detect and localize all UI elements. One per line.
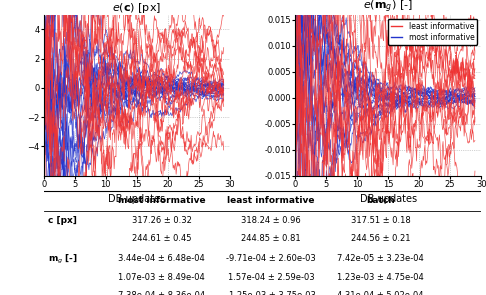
X-axis label: DB updates: DB updates	[360, 194, 417, 204]
Text: 7.38e-04 ± 8.36e-04: 7.38e-04 ± 8.36e-04	[118, 291, 206, 295]
Legend: least informative, most informative: least informative, most informative	[388, 19, 477, 45]
Text: 317.51 ± 0.18: 317.51 ± 0.18	[351, 216, 410, 225]
Text: 7.42e-05 ± 3.23e-04: 7.42e-05 ± 3.23e-04	[337, 255, 424, 263]
Text: 4.31e-04 ± 5.02e-04: 4.31e-04 ± 5.02e-04	[337, 291, 424, 295]
Text: 3.44e-04 ± 6.48e-04: 3.44e-04 ± 6.48e-04	[119, 255, 205, 263]
Text: least informative: least informative	[227, 196, 315, 205]
Text: most informative: most informative	[118, 196, 206, 205]
Text: 244.61 ± 0.45: 244.61 ± 0.45	[132, 234, 191, 243]
Text: -9.71e-04 ± 2.60e-03: -9.71e-04 ± 2.60e-03	[226, 255, 316, 263]
Text: 244.85 ± 0.81: 244.85 ± 0.81	[242, 234, 301, 243]
Text: 1.23e-03 ± 4.75e-04: 1.23e-03 ± 4.75e-04	[337, 273, 424, 281]
Text: 1.57e-04 ± 2.59e-03: 1.57e-04 ± 2.59e-03	[228, 273, 314, 281]
Text: batch: batch	[366, 196, 395, 205]
Text: 244.56 ± 0.21: 244.56 ± 0.21	[351, 234, 410, 243]
Text: 318.24 ± 0.96: 318.24 ± 0.96	[242, 216, 301, 225]
Text: $\mathbf{m}_g$ [-]: $\mathbf{m}_g$ [-]	[48, 253, 78, 266]
Text: 317.26 ± 0.32: 317.26 ± 0.32	[132, 216, 192, 225]
Text: c [px]: c [px]	[48, 216, 77, 225]
X-axis label: DB updates: DB updates	[108, 194, 165, 204]
Title: $e(\mathbf{m}_g)$ [-]: $e(\mathbf{m}_g)$ [-]	[363, 0, 413, 15]
Text: -1.25e-03 ± 3.75e-03: -1.25e-03 ± 3.75e-03	[226, 291, 316, 295]
Title: $e(\mathbf{c})$ [px]: $e(\mathbf{c})$ [px]	[112, 1, 161, 14]
Text: 1.07e-03 ± 8.49e-04: 1.07e-03 ± 8.49e-04	[119, 273, 205, 281]
